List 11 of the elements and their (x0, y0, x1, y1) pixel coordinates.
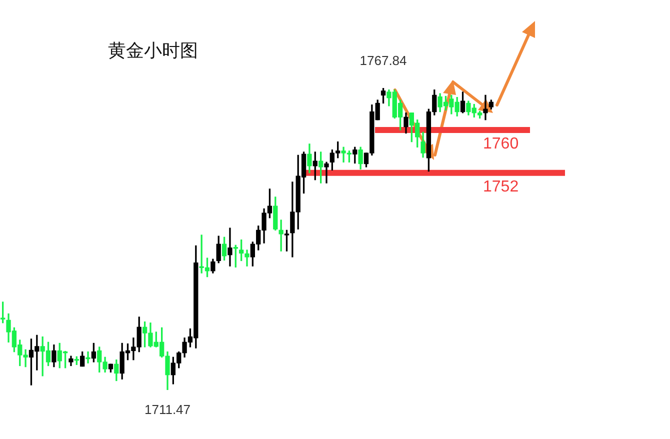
candlestick (483, 94, 488, 120)
annotation: 1711.47 (144, 402, 191, 418)
annotation: 1767.84 (360, 53, 407, 68)
candlestick (278, 220, 284, 252)
ref-line-label: 1752 (483, 178, 519, 196)
candlestick (228, 228, 232, 266)
ref-line-label: 1760 (483, 135, 519, 152)
chart-title: 黄金小时图 (108, 40, 198, 62)
candlestick (324, 162, 329, 184)
candlestick (86, 351, 90, 364)
candlestick (244, 250, 250, 266)
